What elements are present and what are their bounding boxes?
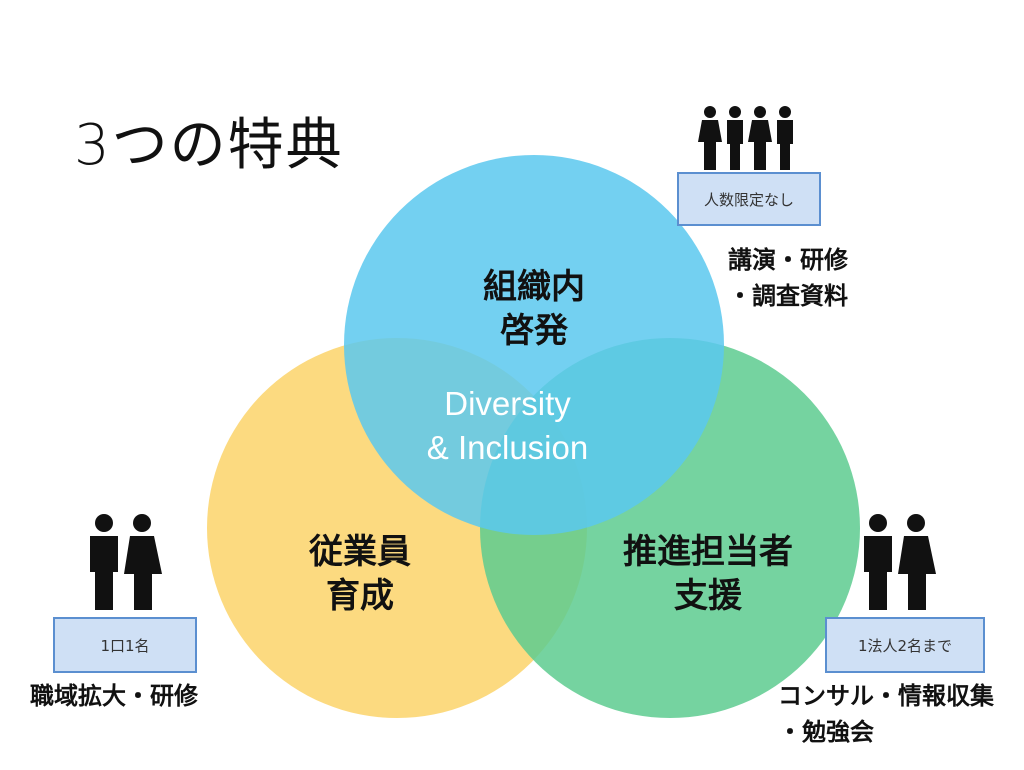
capacity-box-left: 1口1名 — [53, 617, 197, 673]
people-group-icon — [698, 104, 798, 174]
slide-title: 3つの特典 — [74, 113, 344, 178]
capacity-box-right: 1法人2名まで — [825, 617, 985, 673]
people-pair-icon-left — [84, 512, 164, 614]
circle-label-left: 従業員 育成 — [309, 532, 411, 616]
capacity-box-top-right: 人数限定なし — [677, 172, 821, 226]
circle-label-right: 推進担当者 支援 — [623, 532, 793, 616]
circle-label-top: 組織内 啓発 — [483, 267, 585, 351]
desc-top-right: 講演・研修 ・調査資料 — [728, 246, 848, 310]
people-pair-icon-right — [858, 512, 938, 614]
desc-left: 職域拡大・研修 — [30, 682, 198, 710]
desc-right: コンサル・情報収集 ・勉強会 — [778, 682, 994, 746]
circle-support — [344, 155, 724, 535]
center-label: Diversity & Inclusion — [426, 385, 589, 466]
